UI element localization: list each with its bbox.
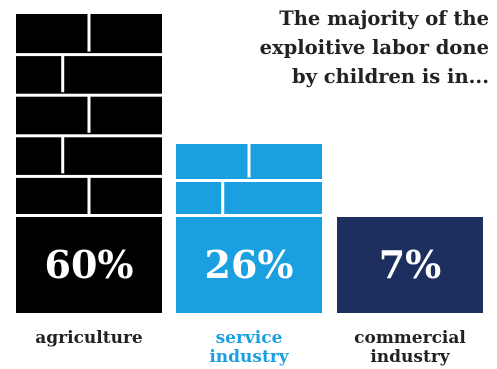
bar-0-col-seam (87, 95, 91, 133)
bar-0-row-seam (16, 53, 162, 57)
bar-0-col-seam (87, 14, 91, 52)
bar-2 (337, 217, 483, 313)
bar-0-row-seam (16, 134, 162, 138)
bar-0 (16, 14, 162, 313)
chart-title: The majority of the exploitive labor don… (219, 4, 489, 91)
category-label-2: commercial (354, 328, 466, 348)
bar-1-col-seam (221, 180, 225, 214)
data-label-1: 26% (205, 242, 294, 287)
category-label-2: industry (370, 347, 450, 367)
bar-0-col-seam (61, 54, 65, 93)
bar-1-row-seam (176, 179, 322, 182)
chart-title-line-1: The majority of the (279, 7, 489, 30)
category-label-1: service (216, 328, 283, 348)
bar-1-col-seam (247, 144, 251, 178)
chart-title-line-2: exploitive labor done (259, 36, 489, 59)
bar-1-seam (176, 214, 322, 217)
data-label-2: 7% (379, 242, 442, 287)
data-label-0: 60% (45, 242, 134, 287)
bar-0-seam (16, 214, 162, 217)
category-label-1: industry (209, 347, 289, 367)
chart-title-line-3: by children is in... (291, 65, 489, 88)
bar-0-col-seam (61, 135, 65, 174)
category-label-0: agriculture (35, 328, 143, 348)
bar-0-col-seam (87, 176, 91, 214)
